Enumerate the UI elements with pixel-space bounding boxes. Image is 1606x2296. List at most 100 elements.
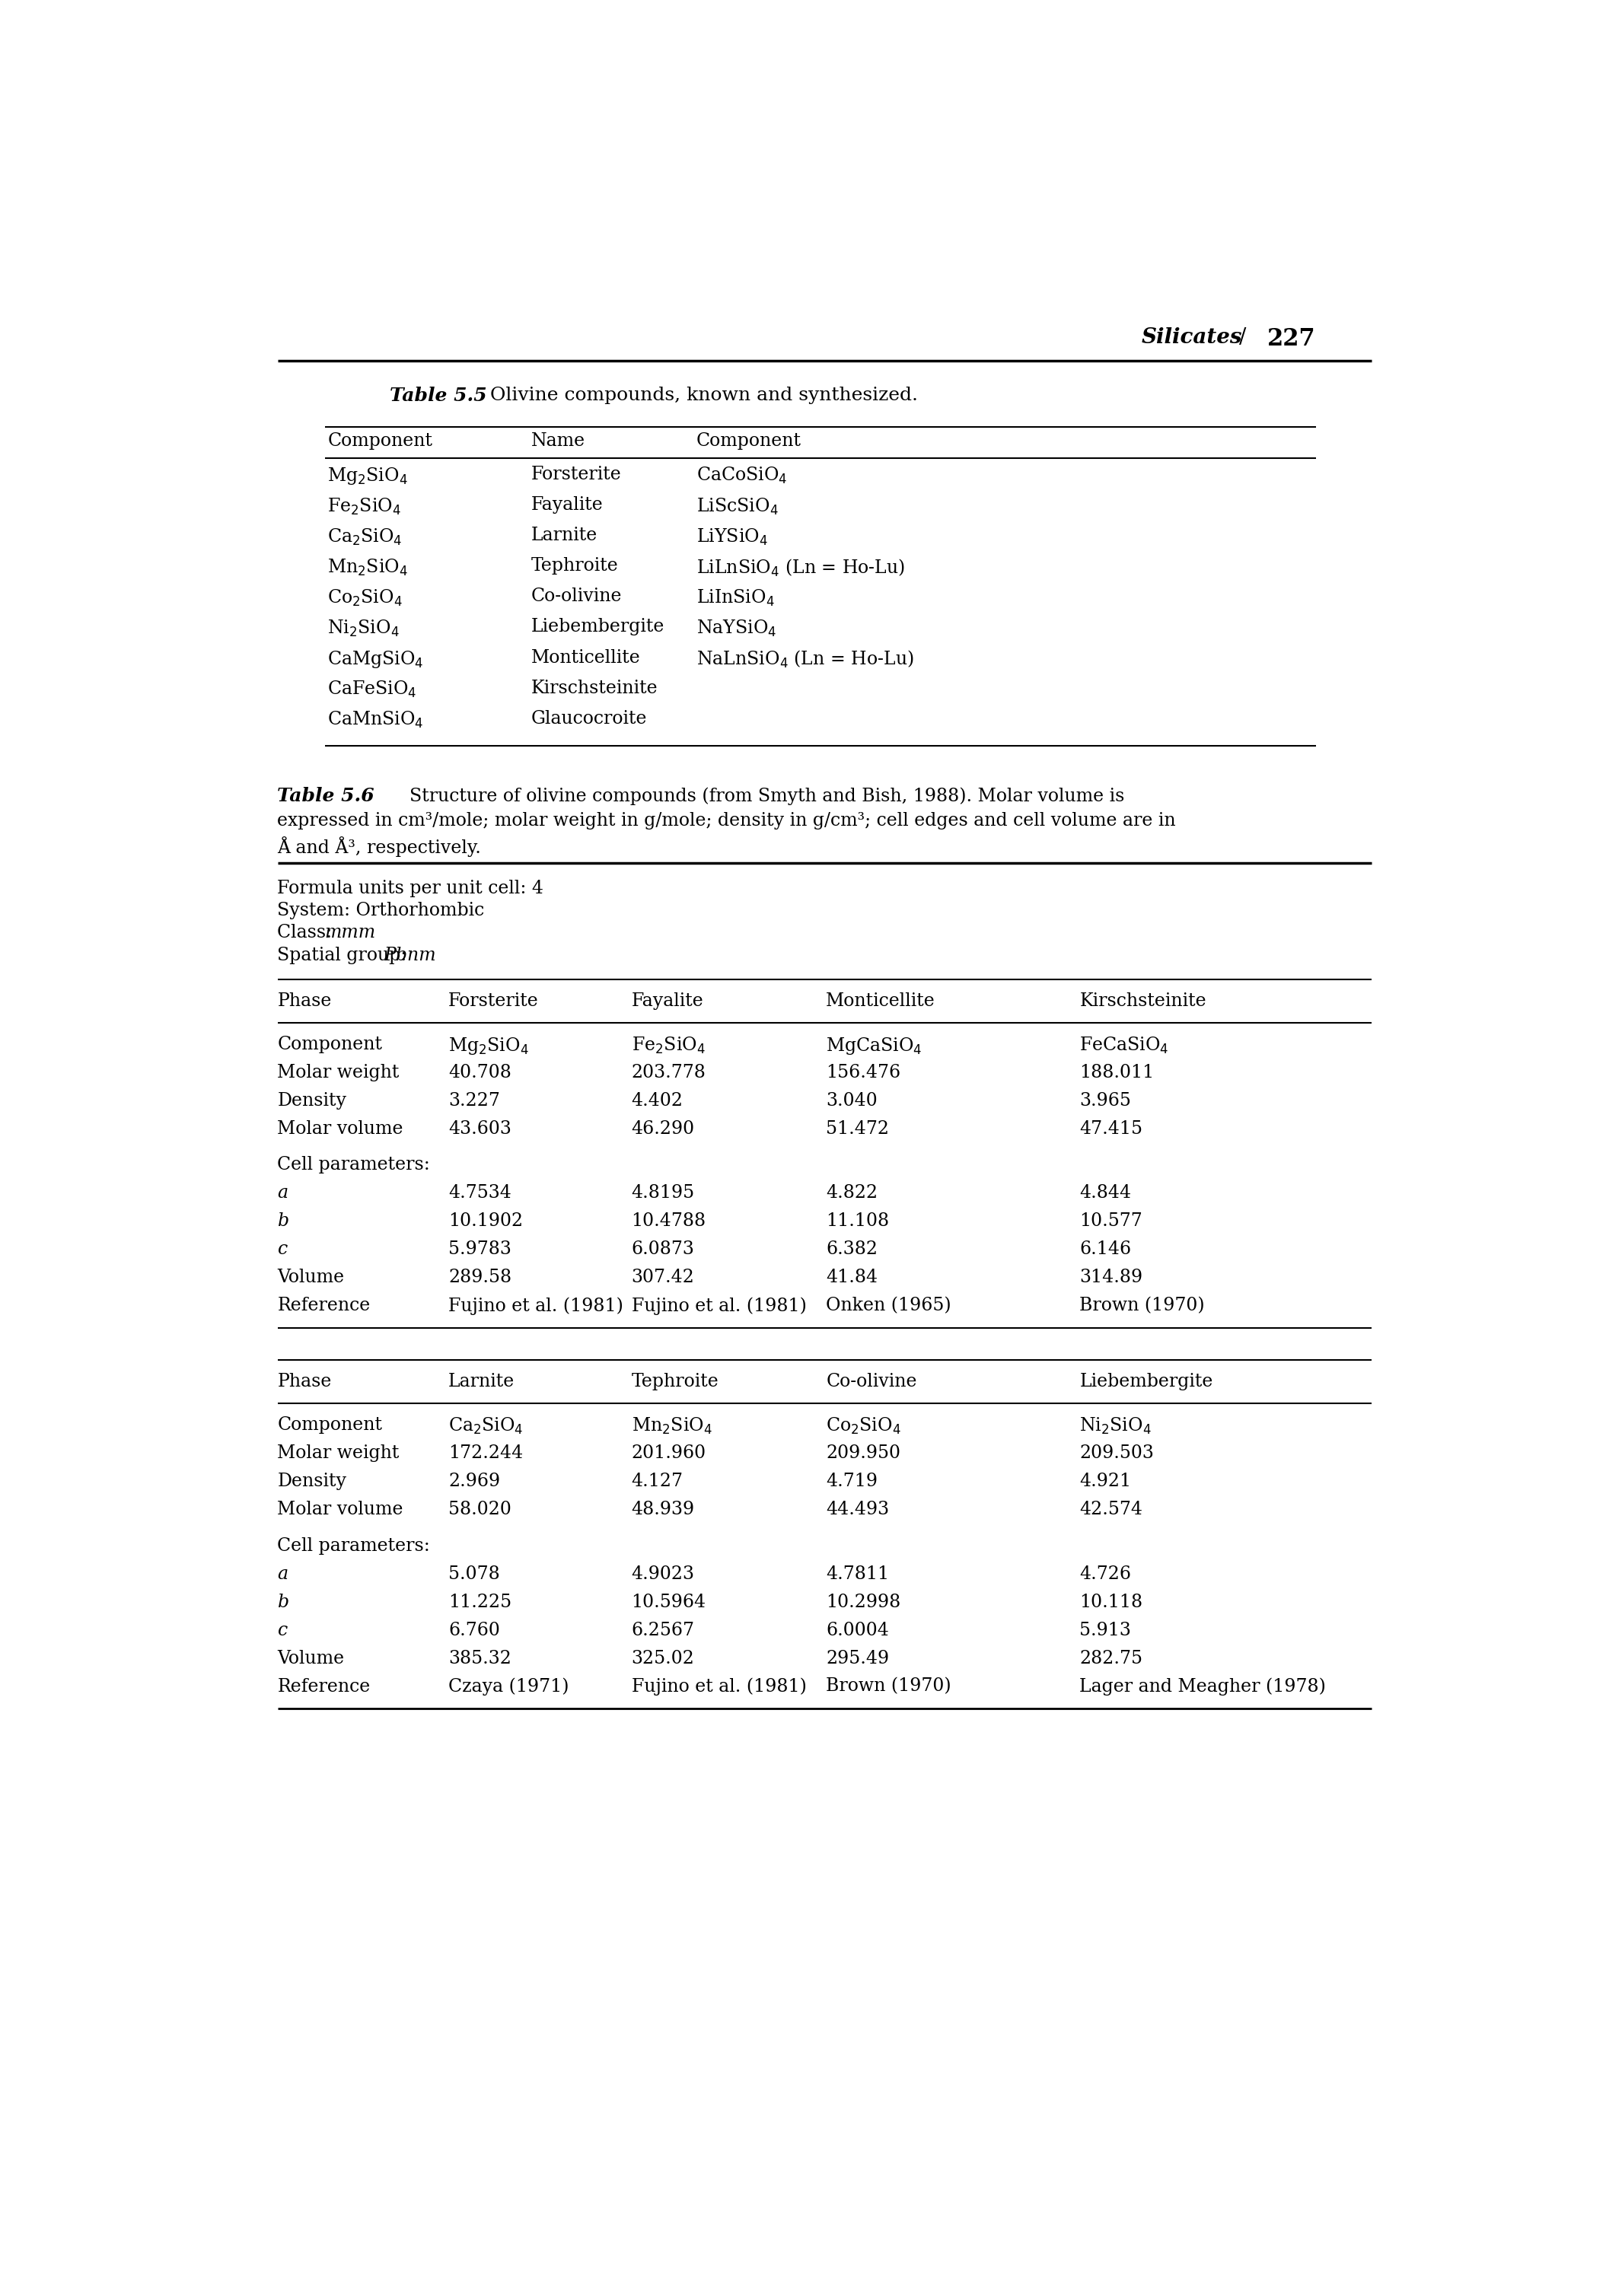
Text: 10.577: 10.577: [1079, 1212, 1142, 1231]
Text: Molar weight: Molar weight: [278, 1444, 400, 1463]
Text: expressed in cm³/mole; molar weight in g/mole; density in g/cm³; cell edges and : expressed in cm³/mole; molar weight in g…: [278, 813, 1176, 829]
Text: Component: Component: [697, 432, 801, 450]
Text: 5.9783: 5.9783: [448, 1240, 512, 1258]
Text: 156.476: 156.476: [825, 1063, 901, 1081]
Text: System: Orthorhombic: System: Orthorhombic: [278, 902, 485, 918]
Text: Monticellite: Monticellite: [532, 650, 641, 666]
Text: Kirschsteinite: Kirschsteinite: [532, 680, 658, 696]
Text: MgCaSiO$_4$: MgCaSiO$_4$: [825, 1035, 922, 1056]
Text: Mn$_2$SiO$_4$: Mn$_2$SiO$_4$: [328, 558, 408, 576]
Text: 5.913: 5.913: [1079, 1621, 1131, 1639]
Text: Fe$_2$SiO$_4$: Fe$_2$SiO$_4$: [328, 496, 402, 517]
Text: 47.415: 47.415: [1079, 1120, 1143, 1137]
Text: Ni$_2$SiO$_4$: Ni$_2$SiO$_4$: [1079, 1417, 1152, 1437]
Text: 10.1902: 10.1902: [448, 1212, 524, 1231]
Text: b: b: [278, 1212, 289, 1231]
Text: c: c: [278, 1621, 287, 1639]
Text: 209.503: 209.503: [1079, 1444, 1155, 1463]
Text: Tephroite: Tephroite: [631, 1373, 719, 1391]
Text: 325.02: 325.02: [631, 1649, 694, 1667]
Text: 4.844: 4.844: [1079, 1185, 1132, 1201]
Text: NaLnSiO$_4$ (Ln = Ho-Lu): NaLnSiO$_4$ (Ln = Ho-Lu): [697, 650, 914, 670]
Text: Fayalite: Fayalite: [631, 992, 703, 1010]
Text: LiInSiO$_4$: LiInSiO$_4$: [697, 588, 774, 608]
Text: 203.778: 203.778: [631, 1063, 707, 1081]
Text: a: a: [278, 1185, 287, 1201]
Text: Component: Component: [278, 1035, 382, 1054]
Text: Name: Name: [532, 432, 585, 450]
Text: LiScSiO$_4$: LiScSiO$_4$: [697, 496, 779, 517]
Text: 4.822: 4.822: [825, 1185, 878, 1201]
Text: 10.118: 10.118: [1079, 1593, 1143, 1612]
Text: Molar weight: Molar weight: [278, 1063, 400, 1081]
Text: Co-olivine: Co-olivine: [532, 588, 622, 606]
Text: 4.9023: 4.9023: [631, 1566, 694, 1582]
Text: NaYSiO$_4$: NaYSiO$_4$: [697, 618, 776, 638]
Text: 282.75: 282.75: [1079, 1649, 1143, 1667]
Text: Component: Component: [328, 432, 432, 450]
Text: Fujino et al. (1981): Fujino et al. (1981): [631, 1297, 806, 1316]
Text: Fayalite: Fayalite: [532, 496, 604, 514]
Text: Cell parameters:: Cell parameters:: [278, 1536, 430, 1554]
Text: Table 5.6: Table 5.6: [278, 788, 374, 806]
Text: Mg$_2$SiO$_4$: Mg$_2$SiO$_4$: [328, 466, 408, 487]
Text: Liebembergite: Liebembergite: [532, 618, 665, 636]
Text: 5.078: 5.078: [448, 1566, 499, 1582]
Text: Liebembergite: Liebembergite: [1079, 1373, 1213, 1391]
Text: 11.225: 11.225: [448, 1593, 512, 1612]
Text: 58.020: 58.020: [448, 1502, 512, 1518]
Text: Mg$_2$SiO$_4$: Mg$_2$SiO$_4$: [448, 1035, 528, 1056]
Text: Component: Component: [278, 1417, 382, 1435]
Text: Forsterite: Forsterite: [448, 992, 540, 1010]
Text: 4.719: 4.719: [825, 1472, 878, 1490]
Text: 3.040: 3.040: [825, 1093, 877, 1109]
Text: Å and Å³, respectively.: Å and Å³, respectively.: [278, 836, 482, 856]
Text: 40.708: 40.708: [448, 1063, 512, 1081]
Text: 3.227: 3.227: [448, 1093, 499, 1109]
Text: a: a: [278, 1566, 287, 1582]
Text: Lager and Meagher (1978): Lager and Meagher (1978): [1079, 1678, 1327, 1697]
Text: 51.472: 51.472: [825, 1120, 890, 1137]
Text: Volume: Volume: [278, 1649, 345, 1667]
Text: 307.42: 307.42: [631, 1270, 694, 1286]
Text: 209.950: 209.950: [825, 1444, 901, 1463]
Text: 172.244: 172.244: [448, 1444, 524, 1463]
Text: 10.2998: 10.2998: [825, 1593, 901, 1612]
Text: 6.0004: 6.0004: [825, 1621, 890, 1639]
Text: Cell parameters:: Cell parameters:: [278, 1157, 430, 1173]
Text: 10.4788: 10.4788: [631, 1212, 707, 1231]
Text: Molar volume: Molar volume: [278, 1120, 403, 1137]
Text: Silicates: Silicates: [1142, 326, 1243, 347]
Text: Class:: Class:: [278, 925, 337, 941]
Text: 6.760: 6.760: [448, 1621, 499, 1639]
Text: c: c: [278, 1240, 287, 1258]
Text: 43.603: 43.603: [448, 1120, 512, 1137]
Text: Co$_2$SiO$_4$: Co$_2$SiO$_4$: [825, 1417, 901, 1437]
Text: 4.127: 4.127: [631, 1472, 683, 1490]
Text: Mn$_2$SiO$_4$: Mn$_2$SiO$_4$: [631, 1417, 711, 1437]
Text: 4.921: 4.921: [1079, 1472, 1132, 1490]
Text: Phase: Phase: [278, 992, 332, 1010]
Text: Fujino et al. (1981): Fujino et al. (1981): [448, 1297, 623, 1316]
Text: FeCaSiO$_4$: FeCaSiO$_4$: [1079, 1035, 1169, 1056]
Text: 42.574: 42.574: [1079, 1502, 1143, 1518]
Text: 227: 227: [1267, 326, 1315, 351]
Text: 48.939: 48.939: [631, 1502, 695, 1518]
Text: Reference: Reference: [278, 1297, 371, 1313]
Text: LiLnSiO$_4$ (Ln = Ho-Lu): LiLnSiO$_4$ (Ln = Ho-Lu): [697, 558, 906, 579]
Text: Formula units per unit cell: 4: Formula units per unit cell: 4: [278, 879, 544, 898]
Text: Czaya (1971): Czaya (1971): [448, 1678, 569, 1697]
Text: 4.8195: 4.8195: [631, 1185, 695, 1201]
Text: Larnite: Larnite: [532, 526, 597, 544]
Text: CaMnSiO$_4$: CaMnSiO$_4$: [328, 709, 424, 730]
Text: CaCoSiO$_4$: CaCoSiO$_4$: [697, 466, 787, 487]
Text: Forsterite: Forsterite: [532, 466, 622, 484]
Text: 41.84: 41.84: [825, 1270, 878, 1286]
Text: Phase: Phase: [278, 1373, 332, 1391]
Text: 201.960: 201.960: [631, 1444, 707, 1463]
Text: Molar volume: Molar volume: [278, 1502, 403, 1518]
Text: Density: Density: [278, 1093, 347, 1109]
Text: CaMgSiO$_4$: CaMgSiO$_4$: [328, 650, 424, 670]
Text: Volume: Volume: [278, 1270, 345, 1286]
Text: CaFeSiO$_4$: CaFeSiO$_4$: [328, 680, 418, 700]
